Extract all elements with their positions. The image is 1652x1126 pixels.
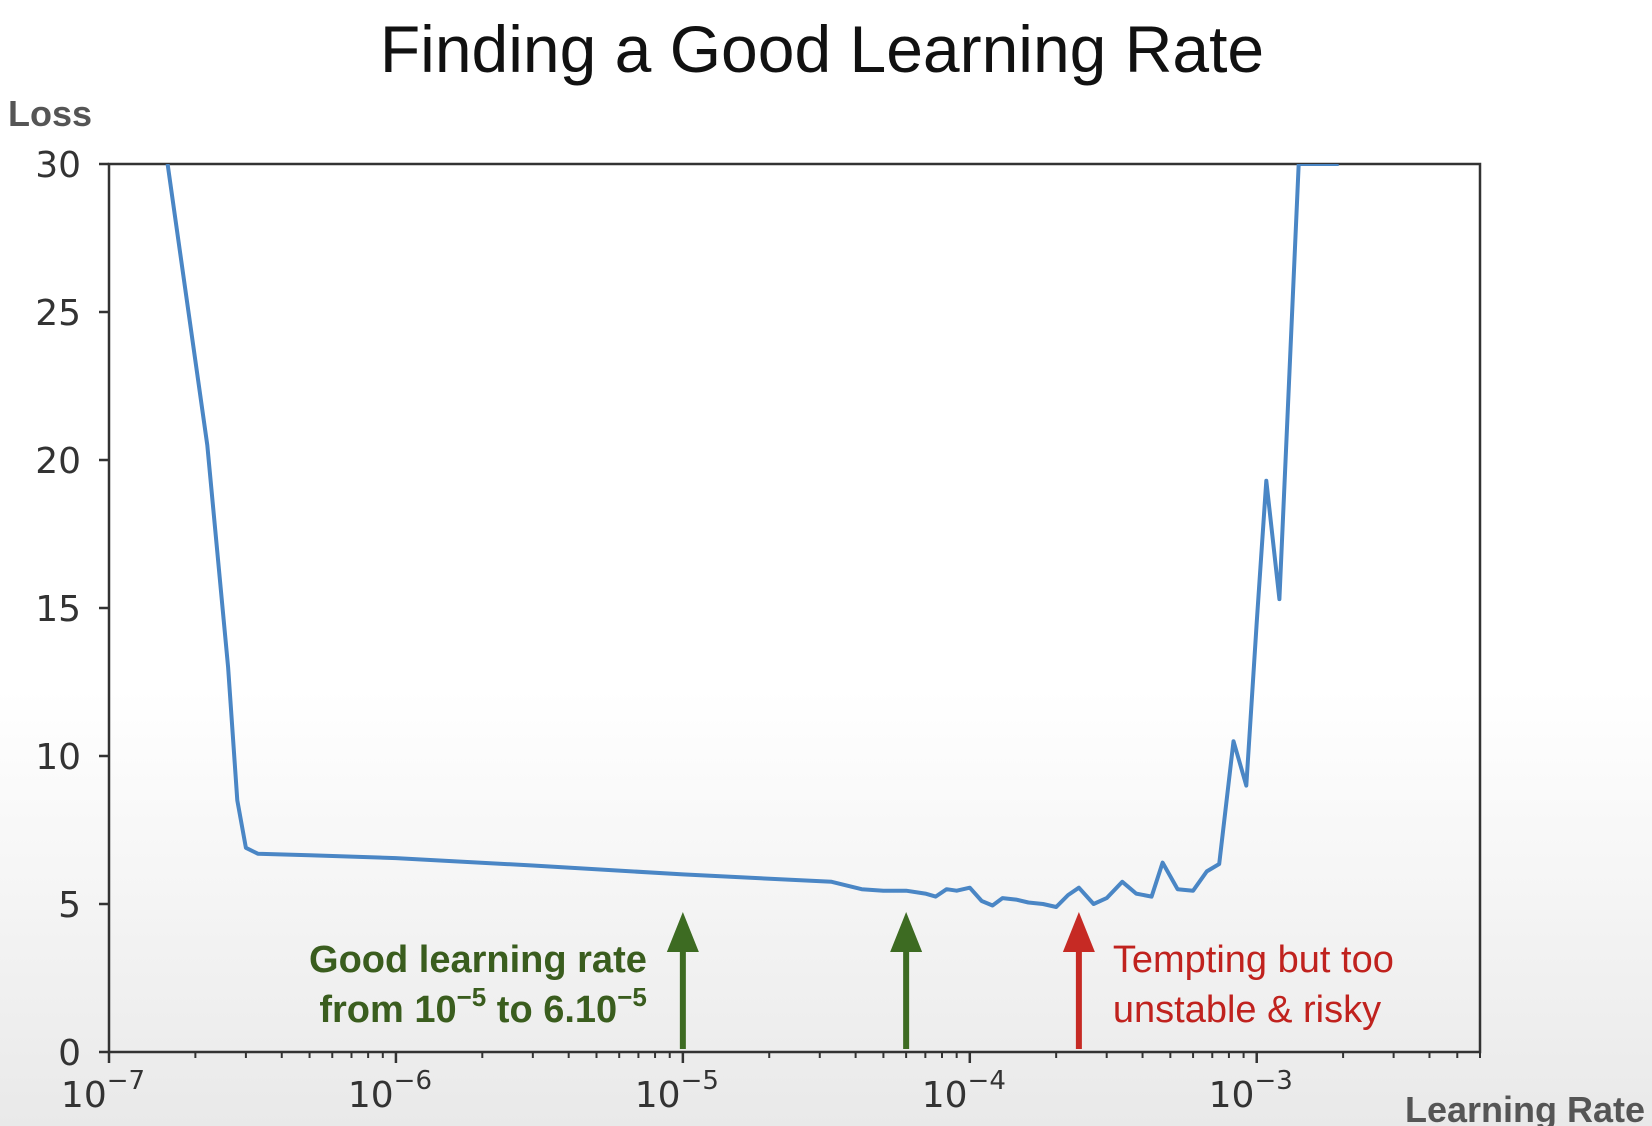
y-axis-label: Loss — [8, 93, 92, 134]
y-tick-label: 15 — [35, 589, 81, 630]
risky-lr-annotation-line1: Tempting but too — [1113, 939, 1394, 981]
y-tick-label: 0 — [58, 1033, 81, 1074]
loss-series-line — [165, 164, 1339, 909]
x-tick-label: 10−4 — [922, 1066, 1006, 1116]
x-tick-label: 10−5 — [635, 1066, 719, 1116]
y-axis-ticks: 0 5 10 15 20 25 30 — [35, 145, 109, 1074]
x-tick-label: 10−3 — [1209, 1066, 1293, 1116]
y-tick-label: 5 — [58, 885, 81, 926]
y-tick-label: 25 — [35, 293, 81, 334]
x-tick-label: 10−7 — [61, 1066, 145, 1116]
good-lr-annotation-line1: Good learning rate — [309, 939, 647, 981]
y-tick-label: 30 — [35, 145, 81, 186]
chart-title: Finding a Good Learning Rate — [380, 12, 1264, 86]
x-axis-label: Learning Rate — [1405, 1089, 1645, 1126]
series-layer — [165, 164, 1339, 909]
y-tick-label: 10 — [35, 737, 81, 778]
annotation-arrow-head — [890, 912, 923, 952]
x-axis-ticks: 10−7 10−6 10−5 10−4 10−3 — [61, 1052, 1481, 1116]
annotation-arrow-head — [666, 912, 699, 952]
annotation-arrow-head — [1062, 912, 1095, 952]
y-tick-label: 20 — [35, 441, 81, 482]
plot-frame — [107, 162, 1482, 1054]
x-tick-label: 10−6 — [348, 1066, 432, 1116]
good-lr-annotation-line2: from 10−5 to 6.10−5 — [319, 982, 647, 1031]
risky-lr-annotation-line2: unstable & risky — [1113, 989, 1381, 1031]
